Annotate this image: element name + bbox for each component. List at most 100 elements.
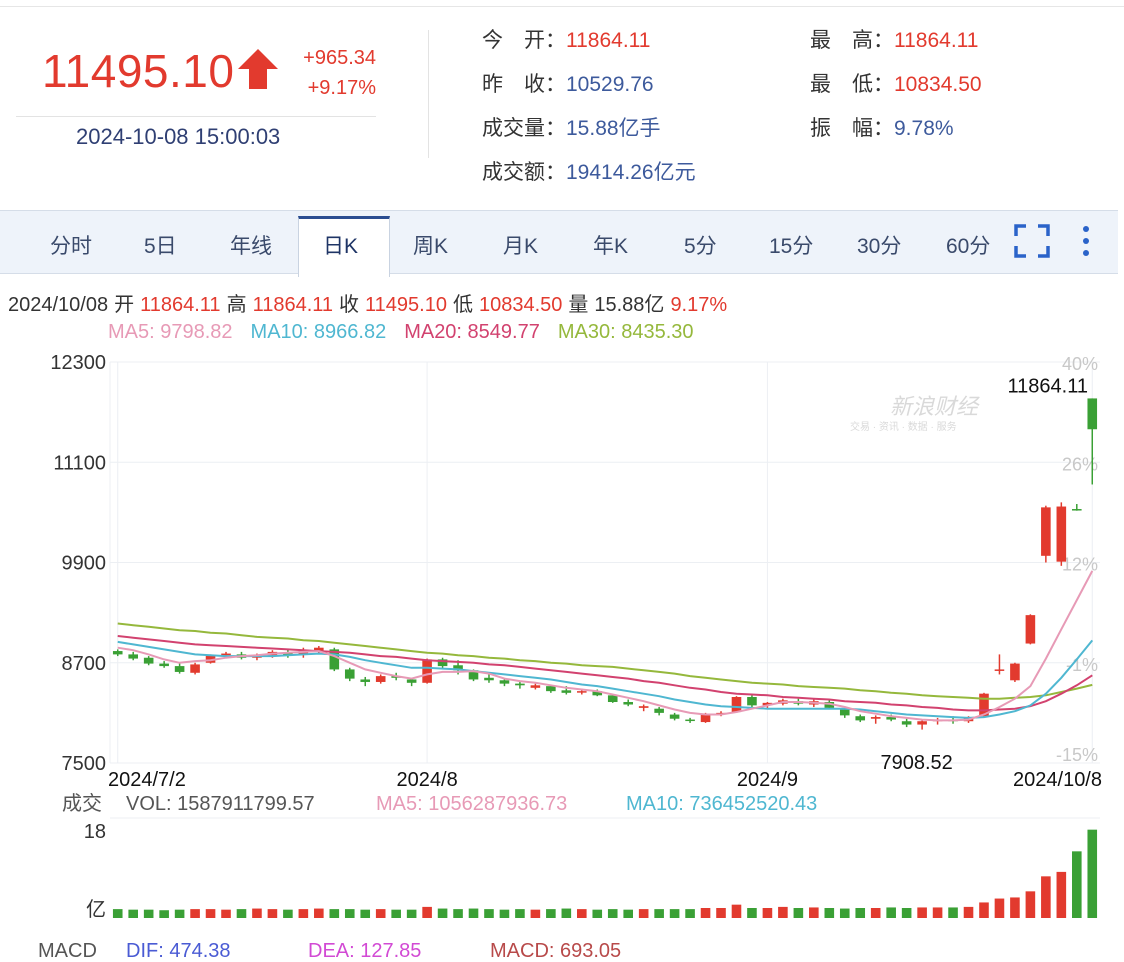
volume-bar (901, 908, 912, 918)
legend-ma10: MA10: 8966.82 (250, 321, 387, 343)
fullscreen-icon[interactable] (1014, 224, 1050, 258)
stat-label: 成交额 (482, 161, 545, 184)
volume-bar (236, 909, 247, 918)
candle-body (314, 647, 324, 652)
candle-body (700, 714, 711, 723)
volume-bar (731, 904, 742, 918)
summary-close-label: 收 (339, 294, 360, 316)
macd-label: MACD (38, 940, 97, 962)
min-annotation: 7908.52 (880, 752, 952, 774)
stat-colon: ： (545, 29, 566, 52)
tab-1[interactable]: 5日 (144, 235, 177, 258)
candle-body (762, 702, 773, 706)
tab-8[interactable]: 15分 (769, 235, 814, 258)
candle-body (561, 690, 572, 693)
volume-bar (1041, 876, 1051, 918)
candle-body (375, 676, 386, 682)
candle-body (530, 685, 541, 688)
summary-vol: 15.88亿 (594, 294, 665, 316)
candle-body (360, 679, 371, 682)
volume-bar (994, 898, 1005, 918)
tab-6[interactable]: 年K (593, 235, 629, 258)
stat-3: 最 低： 10834.50 (810, 68, 982, 98)
volume-bar (453, 909, 463, 918)
ma10-line (117, 639, 1094, 719)
volume-bar (917, 907, 927, 918)
vol-value: VOL: 1587911799.57 (126, 793, 315, 815)
volume-bar (499, 909, 510, 918)
volume-bar (1056, 871, 1067, 918)
volume-bar (468, 908, 479, 918)
tab-2[interactable]: 年线 (230, 235, 272, 258)
stat-label: 今 开 (482, 29, 545, 52)
volume-bar (855, 908, 866, 918)
candle-body (468, 670, 479, 680)
volume-bar (716, 908, 726, 918)
volume-bar (932, 907, 943, 918)
tab-7[interactable]: 5分 (684, 235, 717, 258)
stat-value: 10529.76 (566, 73, 654, 96)
tab-9[interactable]: 30分 (857, 235, 902, 258)
volume-bar (143, 909, 154, 918)
quote-underline (16, 116, 376, 117)
candle-body (329, 649, 340, 670)
tab-10[interactable]: 60分 (946, 235, 991, 258)
stat-4: 成交量： 15.88亿手 (482, 112, 661, 142)
candle-body (638, 706, 649, 708)
volume-bar (1010, 897, 1020, 918)
volume-bar (963, 906, 974, 918)
candle-body (731, 697, 742, 713)
summary-close: 11495.10 (365, 294, 447, 316)
volume-bar (809, 907, 819, 918)
tab-0[interactable]: 分时 (50, 235, 92, 258)
volume-bar (948, 907, 958, 918)
summary-pct: 9.17% (670, 294, 728, 316)
volume-bar (128, 909, 138, 918)
stat-colon: ： (873, 29, 894, 52)
candle-body (577, 691, 587, 693)
more-vertical-icon[interactable] (1080, 224, 1092, 258)
volume-bar (344, 909, 355, 918)
summary-open-label: 开 (114, 294, 135, 316)
volume-bar (1087, 829, 1098, 918)
stat-1: 最 高： 11864.11 (810, 24, 978, 54)
candle-body (499, 680, 510, 684)
tab-5[interactable]: 月K (503, 235, 539, 258)
candle-body (994, 669, 1005, 671)
candle-body (112, 651, 123, 655)
volume-bar (159, 910, 169, 918)
stat-label: 成交量 (482, 117, 545, 140)
volume-bar (700, 908, 711, 918)
vol-y-top: 18 (84, 821, 106, 843)
candle-body (855, 716, 866, 721)
ma30-line (117, 622, 1093, 700)
macd-dea: DEA: 127.85 (308, 940, 421, 962)
volume-bar (283, 909, 293, 918)
ma5-line (117, 570, 1094, 722)
volume-bar (252, 908, 262, 918)
candle-body (1072, 509, 1082, 511)
candle-body (669, 714, 680, 719)
candle-body (901, 721, 912, 725)
candle-body (453, 665, 463, 671)
tab-4[interactable]: 周K (413, 235, 449, 258)
vol-ma10: MA10: 736452520.43 (626, 793, 817, 815)
candle-body (886, 717, 896, 720)
ma20-line (117, 635, 1093, 712)
watermark-text: 新浪财经 (890, 394, 980, 419)
stat-value: 11864.11 (566, 29, 651, 52)
y-tick-label: 12300 (50, 352, 106, 374)
legend-ma20: MA20: 8549.77 (404, 321, 540, 343)
candle-body (607, 695, 618, 703)
kline-chart[interactable]: 12300 11100 9900 8700 7500 40% 26% 12% -1% -15% 新浪… (0, 340, 1124, 962)
volume-bar (1025, 891, 1036, 918)
change-value: +965.34 (303, 47, 376, 69)
watermark-sub: 交易 · 资讯 · 数据 · 服务 (850, 420, 957, 433)
volume-bar (623, 909, 633, 918)
stat-value: 19414.26亿元 (566, 161, 696, 184)
candle-body (824, 702, 835, 708)
stat-label: 昨 收 (482, 73, 545, 96)
stat-colon: ： (873, 117, 894, 140)
tab-3[interactable]: 日K (323, 235, 359, 258)
candle-body (143, 657, 154, 664)
